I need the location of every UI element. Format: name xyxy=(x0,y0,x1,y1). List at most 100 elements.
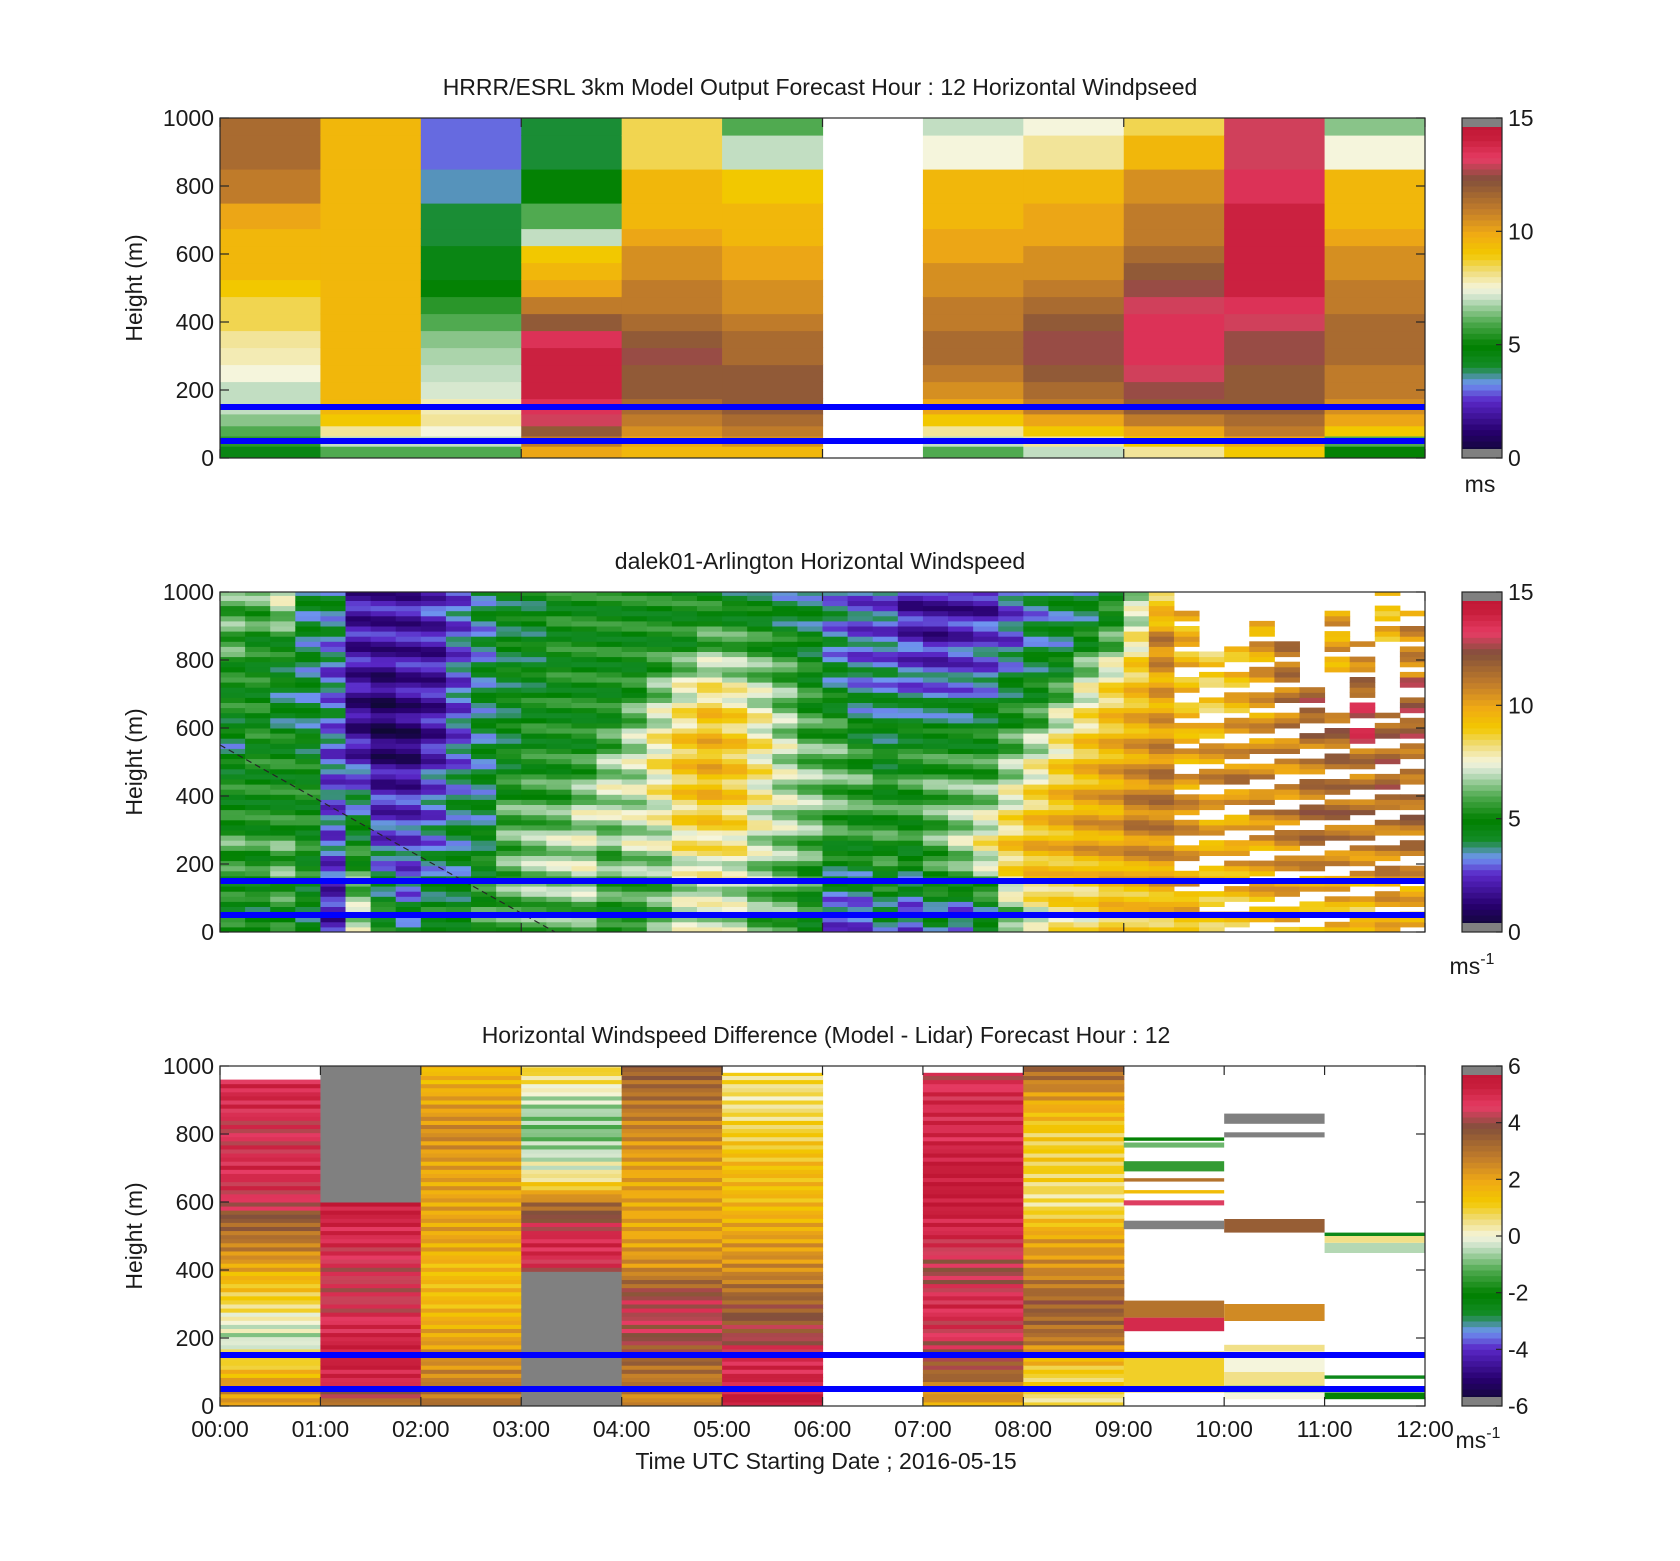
heatmap-cell xyxy=(521,794,547,800)
heatmap-cell xyxy=(571,835,598,841)
heatmap-cell xyxy=(571,850,598,856)
heatmap-cell xyxy=(546,870,572,877)
heatmap-cell xyxy=(822,763,849,770)
heatmap-cell xyxy=(722,1295,824,1301)
heatmap-cell xyxy=(621,1218,723,1223)
heatmap-cell xyxy=(496,901,522,907)
heatmap-cell xyxy=(621,1161,723,1166)
heatmap-cell xyxy=(897,631,924,637)
heatmap-cell xyxy=(521,1324,623,1329)
heatmap-cell xyxy=(1349,707,1376,714)
heatmap-cell xyxy=(747,656,773,663)
heatmap-cell xyxy=(1098,865,1125,872)
heatmap-cell xyxy=(420,784,447,790)
heatmap-cell xyxy=(220,840,246,846)
heatmap-cell xyxy=(897,702,924,709)
heatmap-cell xyxy=(370,728,397,734)
heatmap-cell xyxy=(922,1091,1024,1097)
heatmap-cell xyxy=(571,605,598,612)
heatmap-cell xyxy=(822,707,849,714)
heatmap-cell xyxy=(1274,666,1300,673)
heatmap-cell xyxy=(621,1144,723,1150)
heatmap-cell xyxy=(370,717,397,724)
colorbar-swatch xyxy=(1462,146,1502,153)
heatmap-cell xyxy=(445,733,472,739)
heatmap-cell xyxy=(546,809,572,816)
heatmap-cell xyxy=(320,1336,422,1342)
heatmap-cell xyxy=(370,789,397,795)
heatmap-cell xyxy=(847,916,874,923)
heatmap-cell xyxy=(571,733,598,739)
heatmap-cell xyxy=(722,1202,824,1207)
heatmap-cell xyxy=(621,773,648,780)
heatmap-cell xyxy=(596,835,623,841)
heatmap-cell xyxy=(1123,860,1150,867)
heatmap-cell xyxy=(1324,799,1351,805)
heatmap-cell xyxy=(295,901,321,907)
heatmap-cell xyxy=(897,814,924,821)
heatmap-cell xyxy=(1249,641,1275,647)
heatmap-cell xyxy=(897,677,924,683)
heatmap-cell xyxy=(320,651,347,658)
heatmap-cell xyxy=(471,682,497,688)
heatmap-cell xyxy=(220,1161,322,1166)
reference-lines xyxy=(220,878,1425,918)
heatmap-cell xyxy=(722,707,748,714)
heatmap-cell xyxy=(596,814,623,821)
heatmap-cell xyxy=(420,1153,522,1158)
heatmap-cells xyxy=(220,592,1425,932)
heatmap-cell xyxy=(872,906,899,913)
heatmap-cell xyxy=(696,865,723,872)
heatmap-cell xyxy=(1023,779,1049,785)
heatmap-cell xyxy=(1148,926,1175,932)
heatmap-cell xyxy=(1148,824,1175,831)
heatmap-cell xyxy=(1048,600,1075,607)
heatmap-cell xyxy=(772,794,798,800)
heatmap-cell xyxy=(220,1369,322,1374)
heatmap-cell xyxy=(998,595,1024,601)
heatmap-cell xyxy=(521,1185,623,1191)
heatmap-cell xyxy=(797,860,823,867)
heatmap-cell xyxy=(922,1177,1024,1183)
heatmap-cell xyxy=(1023,279,1125,298)
heatmap-cell xyxy=(671,666,698,673)
heatmap-cell xyxy=(1023,1246,1125,1252)
heatmap-cell xyxy=(295,615,321,622)
heatmap-cell xyxy=(1249,870,1275,877)
heatmap-cell xyxy=(596,671,623,678)
heatmap-cell xyxy=(1023,758,1049,765)
heatmap-cell xyxy=(847,835,874,841)
colorbar-frame xyxy=(1461,117,1503,459)
heatmap-cell xyxy=(596,722,623,729)
heatmap-cell xyxy=(1023,1177,1125,1183)
heatmap-cell xyxy=(621,1100,723,1105)
heatmap-cell xyxy=(1148,865,1175,872)
heatmap-cell xyxy=(395,758,422,765)
heatmap-cell xyxy=(1123,1142,1225,1148)
heatmap-cell xyxy=(621,1369,723,1374)
heatmap-cell xyxy=(220,262,322,281)
heatmap-cell xyxy=(270,666,296,673)
heatmap-cell xyxy=(1148,763,1175,770)
heatmap-cell xyxy=(998,794,1024,800)
heatmap-cell xyxy=(1199,702,1225,709)
heatmap-cell xyxy=(445,748,472,754)
heatmap-cell xyxy=(973,707,999,714)
heatmap-cell xyxy=(1098,886,1125,892)
heatmap-cell xyxy=(521,707,547,714)
heatmap-cell xyxy=(1148,620,1175,627)
heatmap-cell xyxy=(621,1140,723,1146)
heatmap-cell xyxy=(521,1361,623,1366)
heatmap-cell xyxy=(621,364,723,383)
colorbar-swatch xyxy=(1462,276,1502,283)
heatmap-cell xyxy=(546,896,572,902)
heatmap-cell xyxy=(345,773,372,780)
heatmap-cell xyxy=(621,1083,723,1089)
heatmap-cell xyxy=(922,794,949,800)
heatmap-cell xyxy=(646,646,673,652)
heatmap-cell xyxy=(320,595,347,601)
heatmap-cell xyxy=(1374,758,1401,765)
heatmap-cell xyxy=(696,779,723,785)
heatmap-cell xyxy=(847,891,874,897)
heatmap-cell xyxy=(922,1283,1024,1289)
